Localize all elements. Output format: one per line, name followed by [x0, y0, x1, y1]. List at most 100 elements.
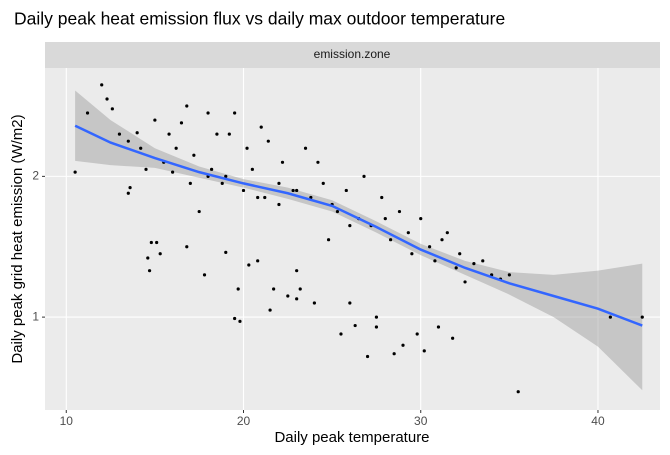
point	[516, 390, 520, 394]
point	[135, 131, 139, 135]
smooth-line	[74, 124, 643, 327]
point	[215, 132, 219, 136]
point	[312, 301, 316, 305]
point	[146, 256, 150, 260]
y-tick-label: 2	[32, 169, 39, 183]
point	[179, 121, 184, 125]
point	[353, 323, 357, 328]
point	[298, 287, 302, 291]
point	[158, 252, 162, 256]
point	[440, 238, 444, 242]
point	[454, 266, 458, 270]
point	[256, 195, 260, 200]
point	[117, 132, 122, 136]
point	[277, 181, 281, 186]
point	[259, 125, 263, 129]
facet-label: emission.zone	[314, 47, 391, 61]
point	[188, 181, 192, 186]
point	[458, 252, 462, 256]
point	[415, 332, 419, 336]
point	[256, 259, 260, 263]
x-tick-label: 20	[237, 414, 251, 428]
point	[139, 146, 143, 150]
x-axis-label: Daily peak temperature	[274, 429, 429, 446]
point	[463, 280, 467, 284]
point	[241, 188, 246, 193]
point	[209, 167, 214, 171]
point	[445, 231, 449, 235]
point	[427, 245, 432, 249]
point	[291, 188, 295, 193]
point	[389, 238, 393, 242]
point	[380, 195, 384, 200]
point	[155, 240, 159, 245]
point	[406, 231, 410, 235]
point	[295, 297, 299, 301]
point	[263, 195, 267, 200]
point	[383, 216, 387, 221]
point	[365, 354, 370, 359]
point	[202, 273, 207, 277]
point	[362, 174, 366, 178]
panel	[45, 68, 660, 410]
point	[374, 315, 379, 319]
point	[238, 319, 242, 323]
point	[185, 245, 189, 249]
point	[392, 352, 396, 356]
point	[309, 195, 313, 200]
point	[295, 188, 299, 193]
point	[397, 209, 402, 214]
point	[174, 146, 178, 150]
point	[326, 238, 331, 242]
point	[401, 343, 405, 347]
point	[419, 216, 423, 221]
point	[250, 167, 254, 171]
y-axis-label: Daily peak grid heat emission (W/m2)	[9, 114, 26, 363]
point	[321, 181, 325, 186]
point	[110, 107, 114, 111]
point	[192, 153, 196, 157]
point	[277, 202, 281, 207]
x-tick-label: 40	[591, 414, 605, 428]
point	[451, 336, 455, 340]
point	[436, 325, 441, 329]
point	[348, 301, 352, 305]
point	[153, 118, 157, 122]
point	[266, 139, 270, 143]
point	[433, 259, 437, 263]
point	[339, 332, 343, 336]
point	[303, 146, 308, 150]
point	[233, 111, 237, 115]
point	[422, 349, 426, 353]
facet-strip	[45, 42, 660, 68]
point	[100, 83, 104, 87]
point	[272, 287, 276, 291]
point	[227, 132, 231, 136]
point	[507, 273, 511, 277]
point	[128, 186, 132, 190]
point	[224, 174, 228, 178]
y-tick-label: 1	[32, 309, 39, 323]
point	[268, 308, 272, 312]
point	[73, 170, 77, 174]
point	[245, 146, 249, 150]
x-tick-label: 30	[414, 414, 428, 428]
point	[144, 167, 148, 171]
point	[233, 316, 237, 321]
point	[220, 181, 224, 186]
point	[126, 191, 130, 195]
chart-title: Daily peak heat emission flux vs daily m…	[14, 9, 505, 29]
point	[247, 263, 251, 267]
point	[481, 259, 485, 263]
point	[608, 315, 612, 319]
point	[348, 224, 352, 228]
point	[286, 294, 290, 298]
point	[171, 170, 175, 174]
point	[185, 104, 189, 108]
point	[640, 315, 644, 319]
point	[147, 269, 152, 273]
point	[167, 132, 171, 136]
point	[410, 252, 414, 256]
point	[105, 97, 109, 101]
